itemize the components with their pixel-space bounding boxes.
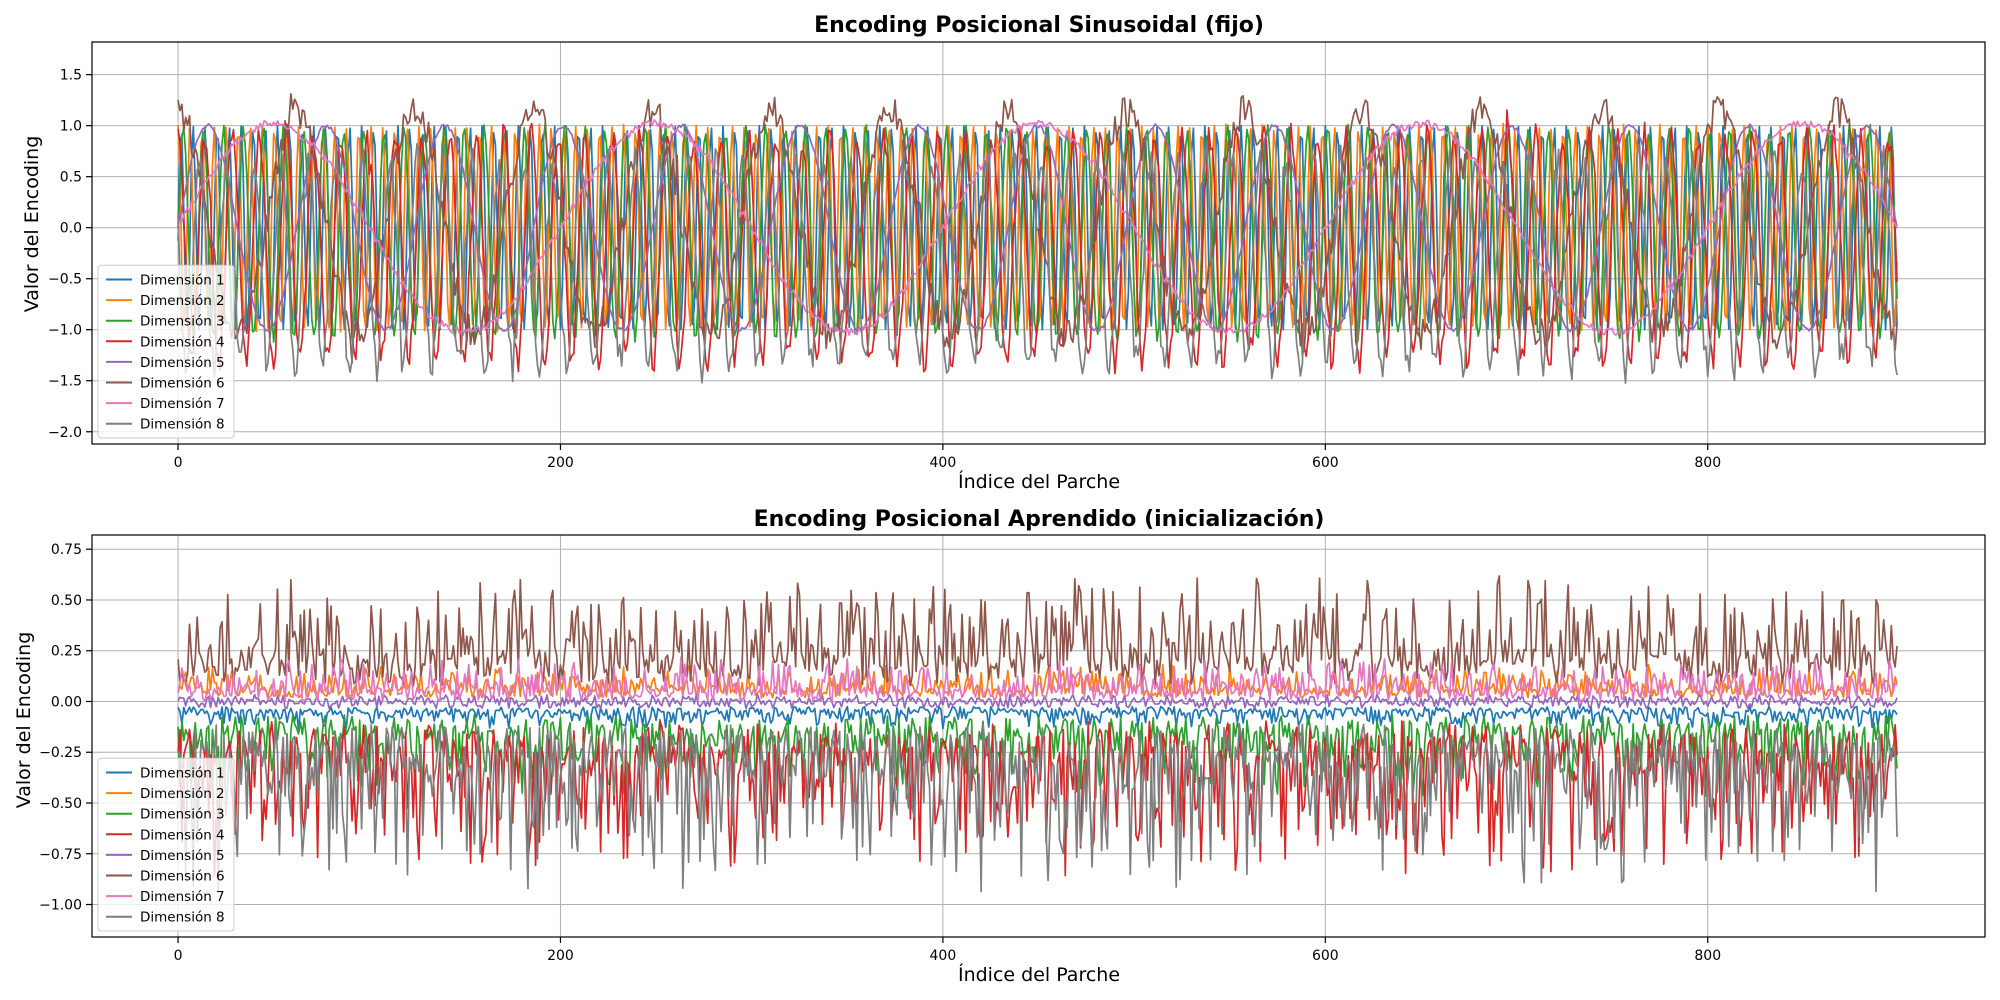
y-tick-label: 1.5: [60, 68, 82, 84]
plot-frame: [91, 534, 1986, 938]
legend: Dimensión 1 Dimensión 2 Dimensión 3 Dimensi…: [97, 264, 235, 439]
x-tick-label: 400: [930, 948, 957, 964]
series-line-dim-5: [177, 693, 1898, 710]
series-line-dim-8: [177, 722, 1898, 893]
legend-entry: Dimensión 3: [140, 314, 225, 330]
y-tick-label: −2.0: [48, 425, 82, 441]
x-axis-label: Índice del Parche: [958, 963, 1120, 986]
y-axis-ticks: −2.0 −1.5 −1.0 −0.5 0.0 0.5 1.0 1.5: [48, 68, 92, 441]
series-line-dim-5: [177, 123, 1898, 334]
y-axis-label: Valor del Encoding: [13, 632, 35, 809]
y-tick-label: 1.0: [60, 119, 82, 135]
x-axis-ticks: 0 200 400 600 800: [174, 444, 1721, 471]
x-axis-label: Índice del Parche: [958, 470, 1120, 493]
legend-entry: Dimensión 8: [140, 417, 225, 433]
series-line-dim-4: [177, 720, 1898, 877]
legend-entry: Dimensión 5: [140, 848, 225, 864]
legend-box: [97, 264, 235, 439]
x-tick-label: 600: [1312, 948, 1339, 964]
y-tick-label: −0.50: [39, 796, 82, 812]
x-tick-label: 400: [930, 455, 957, 471]
y-axis-label: Valor del Encoding: [21, 136, 43, 313]
legend-entry: Dimensión 4: [140, 334, 225, 350]
chart-title: Encoding Posicional Sinusoidal (fijo): [814, 13, 1264, 38]
plot-area: [177, 575, 1898, 893]
chart-panel-sinusoidal: Encoding Posicional Sinusoidal (fijo) 0 2…: [21, 13, 1986, 493]
x-tick-label: 800: [1694, 948, 1721, 964]
x-tick-label: 200: [547, 948, 574, 964]
legend-entry: Dimensión 8: [140, 910, 225, 926]
legend: Dimensión 1 Dimensión 2 Dimensión 3 Dimensi…: [97, 757, 235, 932]
legend-entry: Dimensión 1: [140, 766, 225, 782]
y-tick-label: 0.50: [51, 593, 82, 609]
series-line-dim-7: [177, 119, 1898, 337]
y-tick-label: −0.25: [39, 745, 82, 761]
series-line-dim-6: [177, 93, 1898, 365]
legend-entry: Dimensión 4: [140, 827, 225, 843]
y-tick-label: −1.0: [48, 323, 82, 339]
y-tick-label: 0.25: [51, 644, 82, 660]
legend-box: [97, 757, 235, 932]
legend-entry: Dimensión 3: [140, 807, 225, 823]
x-tick-label: 600: [1312, 455, 1339, 471]
legend-entry: Dimensión 6: [140, 376, 225, 392]
y-tick-label: −1.5: [48, 374, 82, 390]
series-line-dim-6: [177, 575, 1898, 687]
series-line-dim-8: [177, 141, 1898, 385]
y-tick-label: 0.00: [51, 694, 82, 710]
y-axis-ticks: −1.00 −0.75 −0.50 −0.25 0.00 0.25 0.50 0.75: [39, 542, 92, 914]
plot-area: [177, 93, 1898, 385]
legend-entry: Dimensión 2: [140, 786, 225, 802]
series-line-dim-1: [177, 705, 1898, 730]
legend-entry: Dimensión 7: [140, 889, 225, 905]
series-line-dim-7: [177, 656, 1898, 703]
series-line-dim-4: [177, 109, 1898, 375]
y-tick-label: −0.75: [39, 847, 82, 863]
legend-entry: Dimensión 2: [140, 293, 225, 309]
x-tick-label: 800: [1694, 455, 1721, 471]
plot-frame: [91, 41, 1986, 445]
x-tick-label: 0: [174, 948, 183, 964]
y-tick-label: 0.5: [60, 170, 82, 186]
chart-panel-aprendido: Encoding Posicional Aprendido (inicializ…: [13, 507, 1986, 986]
series-line-dim-3: [177, 713, 1898, 798]
y-tick-label: −1.00: [39, 898, 82, 914]
legend-entry: Dimensión 6: [140, 869, 225, 885]
y-tick-label: −0.5: [48, 272, 82, 288]
x-tick-label: 0: [174, 455, 183, 471]
x-tick-label: 200: [547, 455, 574, 471]
legend-entry: Dimensión 1: [140, 273, 225, 289]
y-tick-label: 0.0: [60, 221, 82, 237]
x-axis-ticks: 0 200 400 600 800: [174, 937, 1721, 964]
y-tick-label: 0.75: [51, 542, 82, 558]
legend-entry: Dimensión 7: [140, 396, 225, 412]
legend-entry: Dimensión 5: [140, 355, 225, 371]
chart-title: Encoding Posicional Aprendido (inicializ…: [754, 507, 1325, 532]
